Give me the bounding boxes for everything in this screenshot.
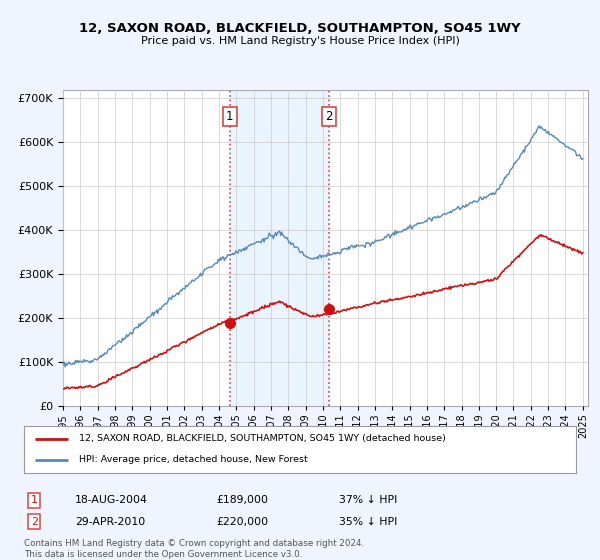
Text: £189,000: £189,000 xyxy=(216,495,268,505)
Text: 29-APR-2010: 29-APR-2010 xyxy=(75,517,145,527)
Text: 35% ↓ HPI: 35% ↓ HPI xyxy=(339,517,397,527)
Text: 1: 1 xyxy=(31,495,38,505)
Text: 2: 2 xyxy=(325,110,332,123)
Text: 37% ↓ HPI: 37% ↓ HPI xyxy=(339,495,397,505)
Text: £220,000: £220,000 xyxy=(216,517,268,527)
Bar xyxy=(230,90,329,406)
Text: 12, SAXON ROAD, BLACKFIELD, SOUTHAMPTON, SO45 1WY (detached house): 12, SAXON ROAD, BLACKFIELD, SOUTHAMPTON,… xyxy=(79,435,446,444)
Text: 2: 2 xyxy=(31,517,38,527)
Text: Contains HM Land Registry data © Crown copyright and database right 2024.
This d: Contains HM Land Registry data © Crown c… xyxy=(24,539,364,559)
Text: HPI: Average price, detached house, New Forest: HPI: Average price, detached house, New … xyxy=(79,455,308,464)
Text: 1: 1 xyxy=(226,110,233,123)
Text: 12, SAXON ROAD, BLACKFIELD, SOUTHAMPTON, SO45 1WY: 12, SAXON ROAD, BLACKFIELD, SOUTHAMPTON,… xyxy=(79,22,521,35)
Text: 18-AUG-2004: 18-AUG-2004 xyxy=(75,495,148,505)
Text: Price paid vs. HM Land Registry's House Price Index (HPI): Price paid vs. HM Land Registry's House … xyxy=(140,36,460,46)
